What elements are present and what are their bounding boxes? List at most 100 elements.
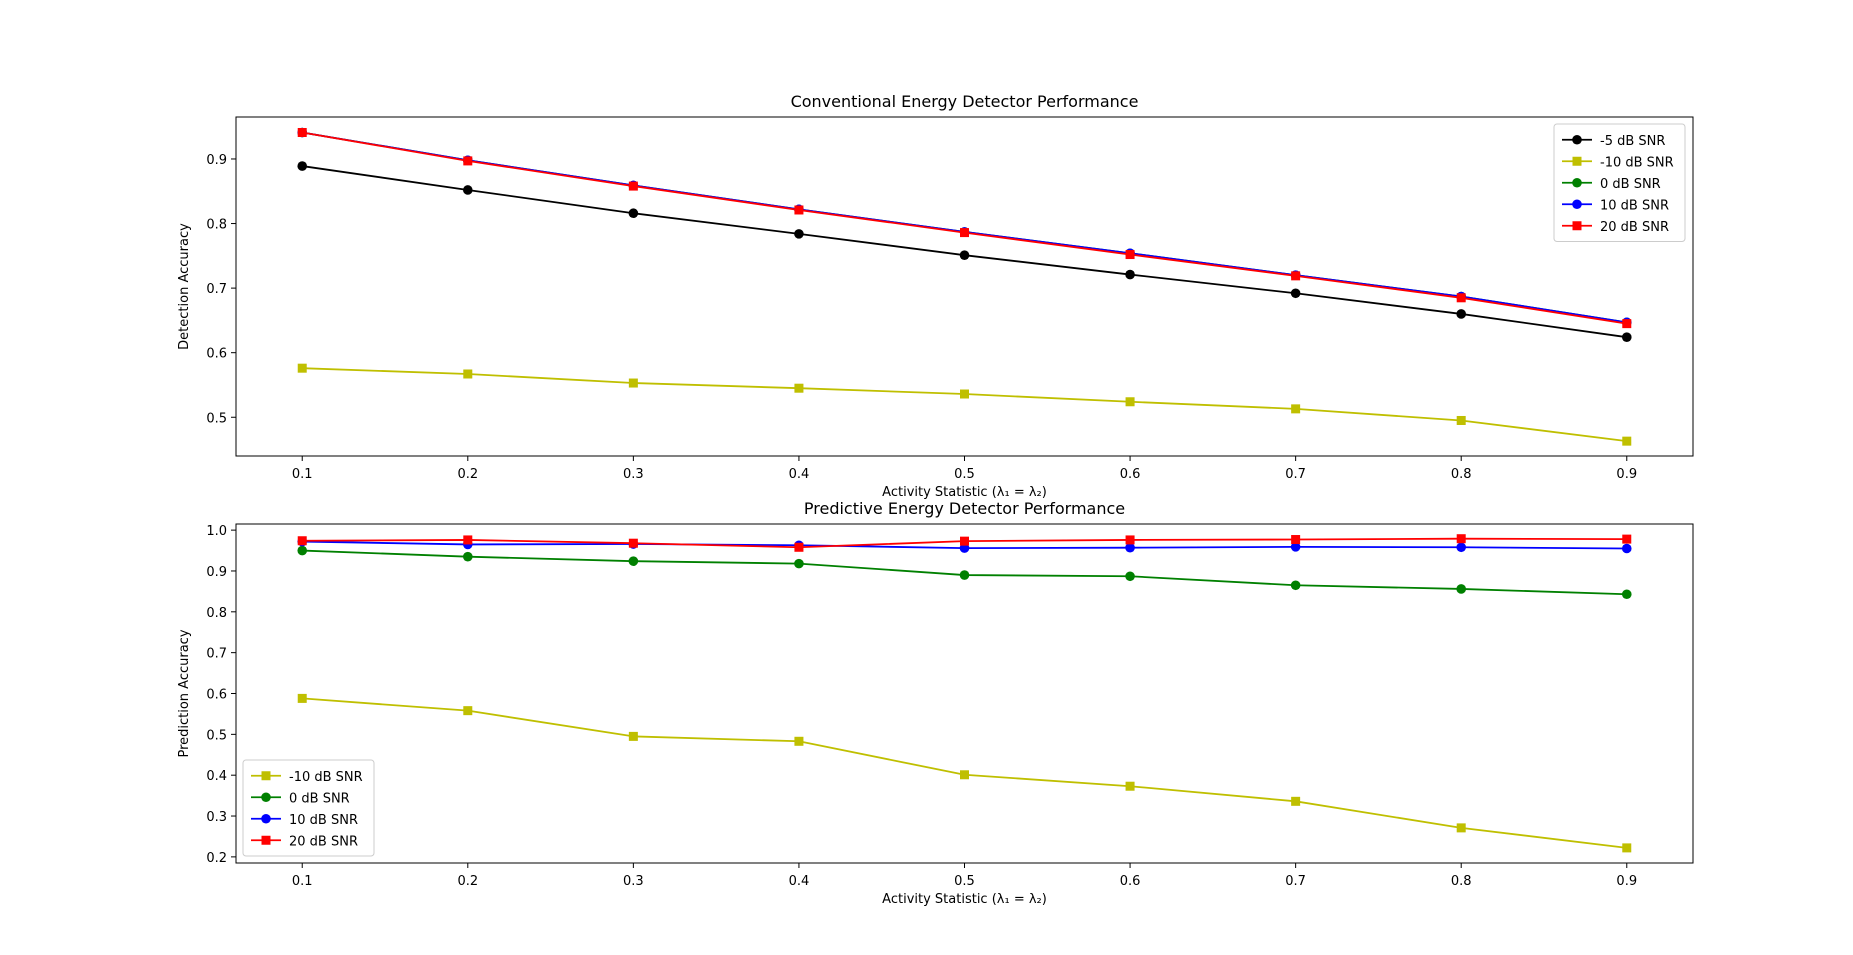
x-tick-label: 0.6 <box>1120 874 1141 889</box>
y-tick-label: 0.4 <box>206 769 227 784</box>
plot-frame <box>235 116 1694 457</box>
data-point <box>1125 535 1135 545</box>
data-point <box>463 369 473 379</box>
x-tick-label: 0.1 <box>292 467 313 482</box>
data-point <box>960 389 969 399</box>
y-tick-label: 0.9 <box>206 153 227 168</box>
data-point <box>1456 542 1467 553</box>
series-20-db-snr <box>297 534 1632 552</box>
legend-label: 20 dB SNR <box>1600 220 1669 235</box>
legend-marker <box>1572 199 1582 210</box>
data-point <box>794 383 804 393</box>
y-tick-label: 0.6 <box>206 688 227 703</box>
legend-item: 20 dB SNR <box>1562 220 1669 235</box>
x-tick-label: 0.2 <box>457 874 478 889</box>
legend-label: 10 dB SNR <box>289 813 358 828</box>
x-tick-label: 0.1 <box>292 874 313 889</box>
data-point <box>628 731 638 741</box>
x-tick-label: 0.6 <box>1120 467 1141 482</box>
data-point <box>297 536 307 546</box>
legend-label: 0 dB SNR <box>289 791 350 806</box>
data-point <box>1456 584 1467 594</box>
y-tick-label: 0.9 <box>206 565 227 580</box>
legend-marker <box>261 792 271 803</box>
legend: -5 dB SNR -10 dB SNR 0 dB SNR 10 dB SNR 20 d… <box>1553 123 1686 242</box>
data-point <box>1456 534 1466 544</box>
legend-item: -5 dB SNR <box>1562 134 1665 149</box>
legend-item: -10 dB SNR <box>1562 155 1674 170</box>
data-point <box>462 185 473 195</box>
chart-title: Conventional Energy Detector Performance <box>791 92 1139 111</box>
x-tick-label: 0.7 <box>1285 874 1306 889</box>
data-point <box>1125 542 1135 553</box>
legend-marker <box>1572 134 1582 145</box>
data-point <box>463 706 473 716</box>
legend-label: 10 dB SNR <box>1600 198 1669 213</box>
data-point <box>1456 823 1466 833</box>
data-point <box>959 543 970 553</box>
y-tick-label: 0.3 <box>206 810 227 825</box>
data-point <box>959 570 970 580</box>
x-tick-label: 0.2 <box>457 467 478 482</box>
data-point <box>1456 293 1466 303</box>
data-point <box>960 228 969 238</box>
legend-item: -10 dB SNR <box>251 770 363 785</box>
y-axis-label: Prediction Accuracy <box>177 629 192 757</box>
legend-marker <box>261 771 271 781</box>
data-point <box>628 556 639 566</box>
x-tick-label: 0.5 <box>954 467 975 482</box>
chart-title: Predictive Energy Detector Performance <box>804 499 1125 518</box>
data-point <box>1125 571 1135 582</box>
x-tick-label: 0.8 <box>1451 467 1472 482</box>
y-tick-label: 0.8 <box>206 218 227 233</box>
data-point <box>794 229 804 239</box>
data-point <box>463 156 473 166</box>
data-point <box>628 181 638 191</box>
legend-item: 0 dB SNR <box>1562 177 1661 192</box>
data-point <box>297 161 308 171</box>
data-point <box>1622 534 1632 544</box>
x-tick-label: 0.3 <box>623 467 644 482</box>
y-tick-label: 0.2 <box>206 851 227 866</box>
data-point <box>1621 332 1632 342</box>
data-point <box>1290 580 1301 591</box>
data-point <box>462 551 473 562</box>
data-point <box>297 693 307 703</box>
data-point <box>628 208 639 219</box>
data-point <box>1291 271 1301 281</box>
series--10-db-snr <box>297 693 1632 853</box>
x-tick-label: 0.3 <box>623 874 644 889</box>
data-point <box>794 205 804 215</box>
data-point <box>794 736 804 746</box>
data-point <box>1125 250 1135 260</box>
data-point <box>1621 543 1632 554</box>
legend-item: 20 dB SNR <box>251 834 358 849</box>
y-axis-label: Detection Accuracy <box>177 223 192 350</box>
legend-marker <box>261 835 271 845</box>
y-tick-label: 0.7 <box>206 647 227 662</box>
x-tick-label: 0.7 <box>1285 467 1306 482</box>
data-point <box>1125 269 1135 280</box>
data-point <box>1125 781 1135 791</box>
legend-marker <box>1572 221 1582 231</box>
chart-2: Predictive Energy Detector Performance 0.… <box>177 499 1694 907</box>
legend-box <box>242 759 375 857</box>
legend-label: -10 dB SNR <box>289 770 363 785</box>
y-tick-label: 0.7 <box>206 282 227 297</box>
series-20-db-snr <box>297 127 1632 329</box>
data-point <box>1622 319 1632 329</box>
legend-box <box>1553 123 1686 242</box>
data-point <box>1291 535 1301 545</box>
x-tick-label: 0.9 <box>1616 467 1637 482</box>
data-point <box>1290 542 1301 552</box>
data-point <box>1622 436 1632 446</box>
legend-label: -5 dB SNR <box>1600 134 1665 149</box>
data-point <box>1290 288 1301 299</box>
legend-item: 10 dB SNR <box>251 813 358 828</box>
legend-marker <box>1572 177 1582 188</box>
series-0-db-snr <box>297 545 1632 600</box>
data-point <box>1291 796 1301 806</box>
x-tick-label: 0.4 <box>789 874 810 889</box>
series--10-db-snr <box>297 363 1632 446</box>
